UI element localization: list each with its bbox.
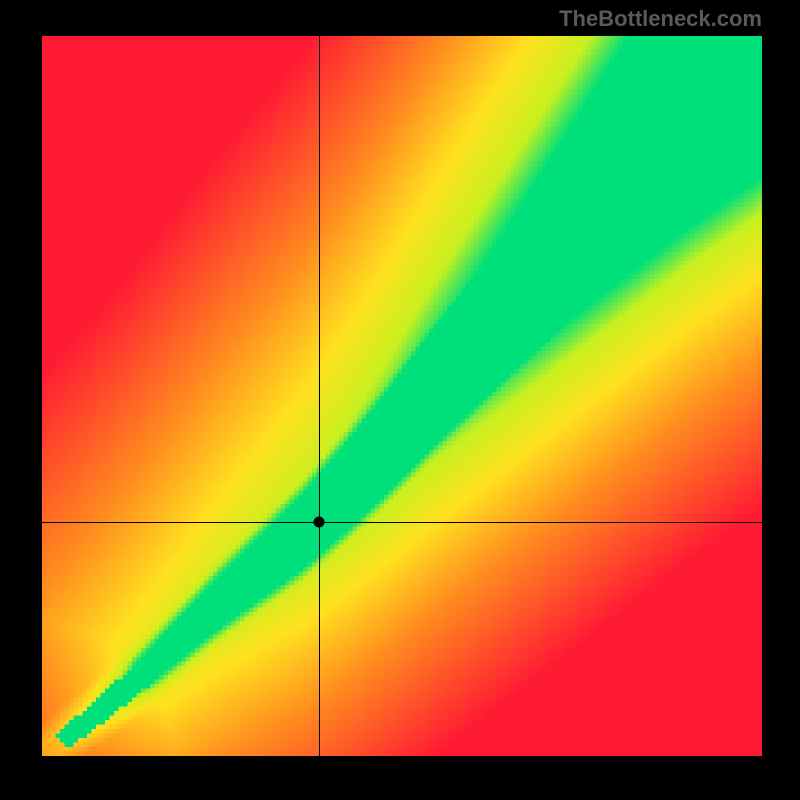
crosshair-vertical [319,36,320,756]
crosshair-horizontal [42,522,762,523]
watermark-text: TheBottleneck.com [559,6,762,32]
selection-marker[interactable] [314,517,325,528]
plot-area [42,36,762,756]
chart-container: TheBottleneck.com [0,0,800,800]
bottleneck-heatmap [42,36,762,756]
